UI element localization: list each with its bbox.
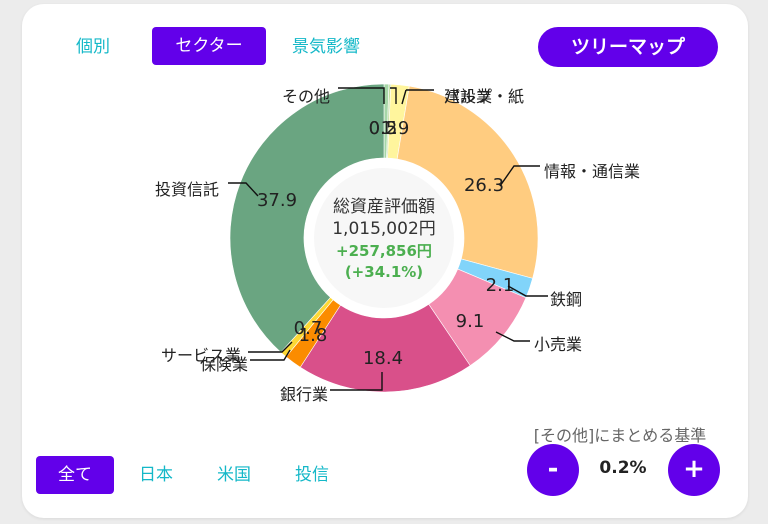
slice-name-label: 保険業 xyxy=(200,355,248,374)
center-gain-amount: +257,856円 xyxy=(336,242,432,260)
slice-name-label: その他 xyxy=(282,87,330,106)
decrease-threshold-button[interactable]: - xyxy=(527,444,579,496)
slice-value-label: 9.1 xyxy=(456,311,485,332)
slice-name-label: 情報・通信業 xyxy=(544,162,640,181)
leader-line xyxy=(330,372,383,391)
donut-center-disc xyxy=(314,168,454,308)
slice-value-label: 26.3 xyxy=(464,175,504,196)
center-gain-percent: (+34.1%) xyxy=(345,263,423,281)
leader-line xyxy=(390,87,397,104)
slice-value-label: 37.9 xyxy=(257,190,297,211)
slice-value-label: 18.4 xyxy=(363,348,403,369)
slice-name-label: 投資信託 xyxy=(155,180,219,199)
treemap-button[interactable]: ツリーマップ xyxy=(538,27,718,67)
slice-name-label: サービス業 xyxy=(161,346,241,365)
tab-us[interactable]: 米国 xyxy=(217,465,251,485)
increase-threshold-button[interactable]: + xyxy=(668,444,720,496)
slice-value-label: 0.2 xyxy=(369,118,398,139)
tab-japan[interactable]: 日本 xyxy=(139,465,173,485)
slice-name-label: 建設業 xyxy=(444,87,492,106)
slice-name-label: 鉄鋼 xyxy=(550,290,582,309)
center-total-value: 1,015,002円 xyxy=(332,219,436,239)
tab-economic-impact[interactable]: 景気影響 xyxy=(292,37,360,57)
slice-name-label: パルプ・紙 xyxy=(444,87,524,106)
slice-value-label: 0.5 xyxy=(369,118,398,139)
tab-individual[interactable]: 個別 xyxy=(76,37,110,57)
threshold-label: [その他]にまとめる基準 xyxy=(533,426,707,445)
slice-name-label: 銀行業 xyxy=(280,385,328,404)
leader-line xyxy=(248,341,293,353)
slice-value-label: 2.1 xyxy=(486,275,515,296)
center-title: 総資産評価額 xyxy=(333,197,435,217)
tab-investment-trust[interactable]: 投信 xyxy=(295,465,329,485)
leader-line xyxy=(499,165,540,187)
slice-value-label: 0.7 xyxy=(294,318,323,339)
tab-sector[interactable]: セクター xyxy=(152,27,266,65)
leader-line xyxy=(338,87,385,104)
threshold-value: 0.2% xyxy=(599,458,647,478)
slice-name-label: 小売業 xyxy=(534,335,582,354)
slice-value-label: 1.8 xyxy=(299,325,328,346)
leader-line xyxy=(250,349,291,361)
leader-line xyxy=(228,182,259,197)
leader-line xyxy=(507,285,548,297)
leader-line xyxy=(495,331,530,342)
tab-all[interactable]: 全て xyxy=(36,456,114,494)
slice-value-label: 1.9 xyxy=(381,118,410,139)
leader-line xyxy=(401,89,434,105)
